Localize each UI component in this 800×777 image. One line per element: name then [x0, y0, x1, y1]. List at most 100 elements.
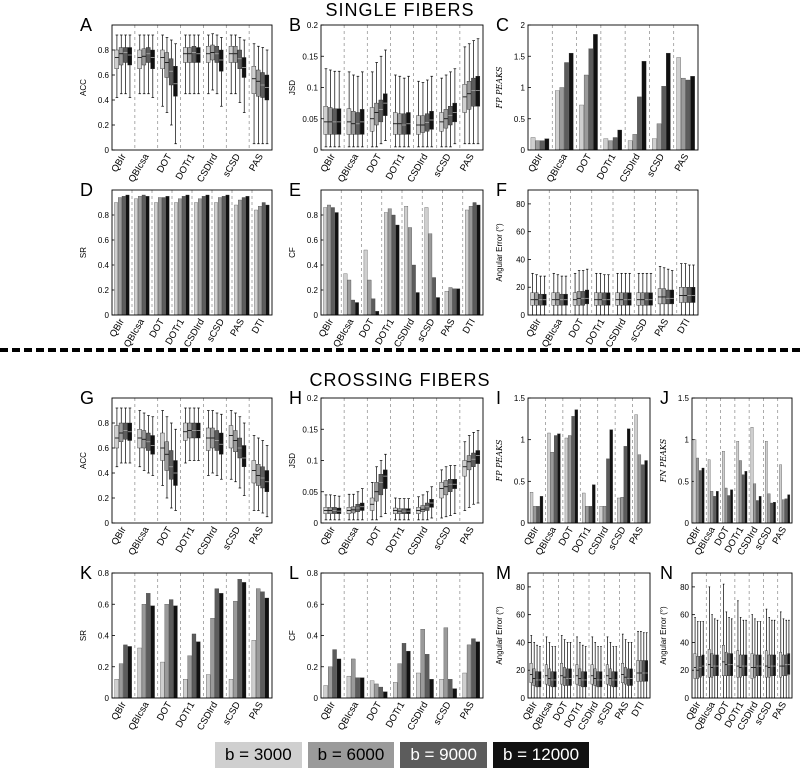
category-label-g: DOT [155, 525, 175, 548]
bar-i [568, 435, 572, 524]
ytick-label-b: 0.15 [302, 52, 318, 61]
bar-k [187, 655, 192, 699]
category-label-k: QBIr [109, 700, 128, 722]
box-a [173, 66, 178, 97]
box-m [605, 664, 609, 685]
category-label-f: PAS [653, 317, 672, 338]
box-m [560, 663, 564, 685]
bar-i [637, 454, 642, 524]
legend-item-b3000: b = 3000 [215, 742, 302, 768]
box-m [538, 671, 542, 688]
bar-l [383, 691, 388, 699]
box-b [369, 107, 375, 132]
box-n [787, 653, 791, 675]
box-n [756, 654, 759, 676]
ytick-label-e: 0.6 [307, 236, 319, 245]
bar-k [150, 605, 155, 699]
category-label-d: QBIcsa [122, 316, 147, 349]
category-label-e: DOT [357, 317, 377, 340]
section-title-crossing-fibers: CROSSING FIBERS [309, 370, 491, 390]
bar-d [114, 202, 118, 316]
box-a [187, 47, 192, 63]
bar-e [391, 214, 396, 316]
category-label-b: DOTr1 [384, 152, 408, 182]
bar-d [234, 204, 238, 316]
box-g [168, 450, 174, 480]
bar-e [408, 227, 412, 316]
box-m [584, 671, 587, 688]
bar-k [260, 591, 265, 699]
box-f [572, 292, 577, 306]
bar-i [606, 458, 610, 524]
box-n [758, 654, 762, 676]
bar-k [214, 588, 219, 699]
bar-c [603, 138, 609, 151]
bar-l [323, 685, 328, 699]
bar-k [137, 647, 142, 699]
bar-e [456, 288, 461, 316]
box-g [118, 422, 124, 442]
bar-d [245, 196, 250, 316]
bar-j [756, 500, 759, 524]
ylabel-j: FN PEAKS [659, 438, 668, 483]
bar-c [539, 140, 545, 151]
ytick-label-c: 0 [521, 146, 526, 155]
box-f [555, 292, 560, 306]
ytick-label-l: 0 [314, 694, 319, 703]
bar-j [750, 427, 754, 524]
category-label-a: sCSD [221, 152, 243, 179]
box-m [624, 667, 627, 685]
category-label-f: sCSD [628, 317, 650, 344]
category-label-i: sCSD [607, 525, 629, 552]
box-a [168, 58, 174, 86]
bar-i [599, 506, 603, 524]
bar-j [784, 498, 788, 524]
legend-item-b9000: b = 9000 [400, 742, 487, 768]
bar-c [564, 62, 569, 151]
box-f [602, 292, 607, 306]
bar-k [206, 674, 211, 699]
bar-l [359, 677, 365, 699]
category-label-l: DOT [365, 700, 385, 723]
bar-k [141, 604, 147, 699]
ylabel-f: Angular Error (°) [495, 223, 504, 282]
ytick-label-d: 0.6 [98, 236, 110, 245]
panel-letter-f: F [496, 180, 507, 200]
category-label-h: QBIr [319, 525, 338, 547]
ylabel-h: JSD [288, 453, 297, 468]
ytick-label-g: 0.4 [98, 469, 110, 478]
ytick-label-g: 0.8 [98, 419, 110, 428]
ylabel-m: Angular Error (°) [495, 606, 504, 665]
ytick-label-g: 0.2 [98, 494, 110, 503]
category-label-b: QBIcsa [336, 151, 361, 184]
bar-l [420, 629, 425, 699]
category-label-f: QBIcsa [540, 316, 565, 349]
box-f [606, 292, 611, 306]
panel-letter-l: L [289, 563, 299, 583]
category-label-a: QBIr [109, 152, 128, 174]
box-f [679, 287, 684, 303]
bar-e [351, 299, 355, 316]
bar-j [787, 494, 791, 524]
box-n [693, 653, 697, 679]
ytick-label-m: 40 [516, 638, 525, 647]
ytick-label-l: 0.4 [307, 632, 319, 641]
bar-e [375, 311, 380, 316]
box-g [205, 427, 211, 451]
box-h [383, 469, 388, 489]
bar-i [585, 506, 589, 524]
box-m [593, 668, 597, 686]
box-a [150, 49, 155, 69]
ylabel-i: FP PEAKS [495, 439, 504, 482]
bar-k [183, 679, 188, 699]
category-label-k: QBIcsa [127, 699, 152, 732]
bar-c [579, 104, 584, 151]
bar-l [328, 666, 333, 699]
bar-k [256, 588, 261, 699]
box-m [611, 671, 615, 688]
axes-frame-i [527, 397, 651, 524]
bar-i [602, 506, 607, 524]
bar-l [475, 641, 480, 699]
